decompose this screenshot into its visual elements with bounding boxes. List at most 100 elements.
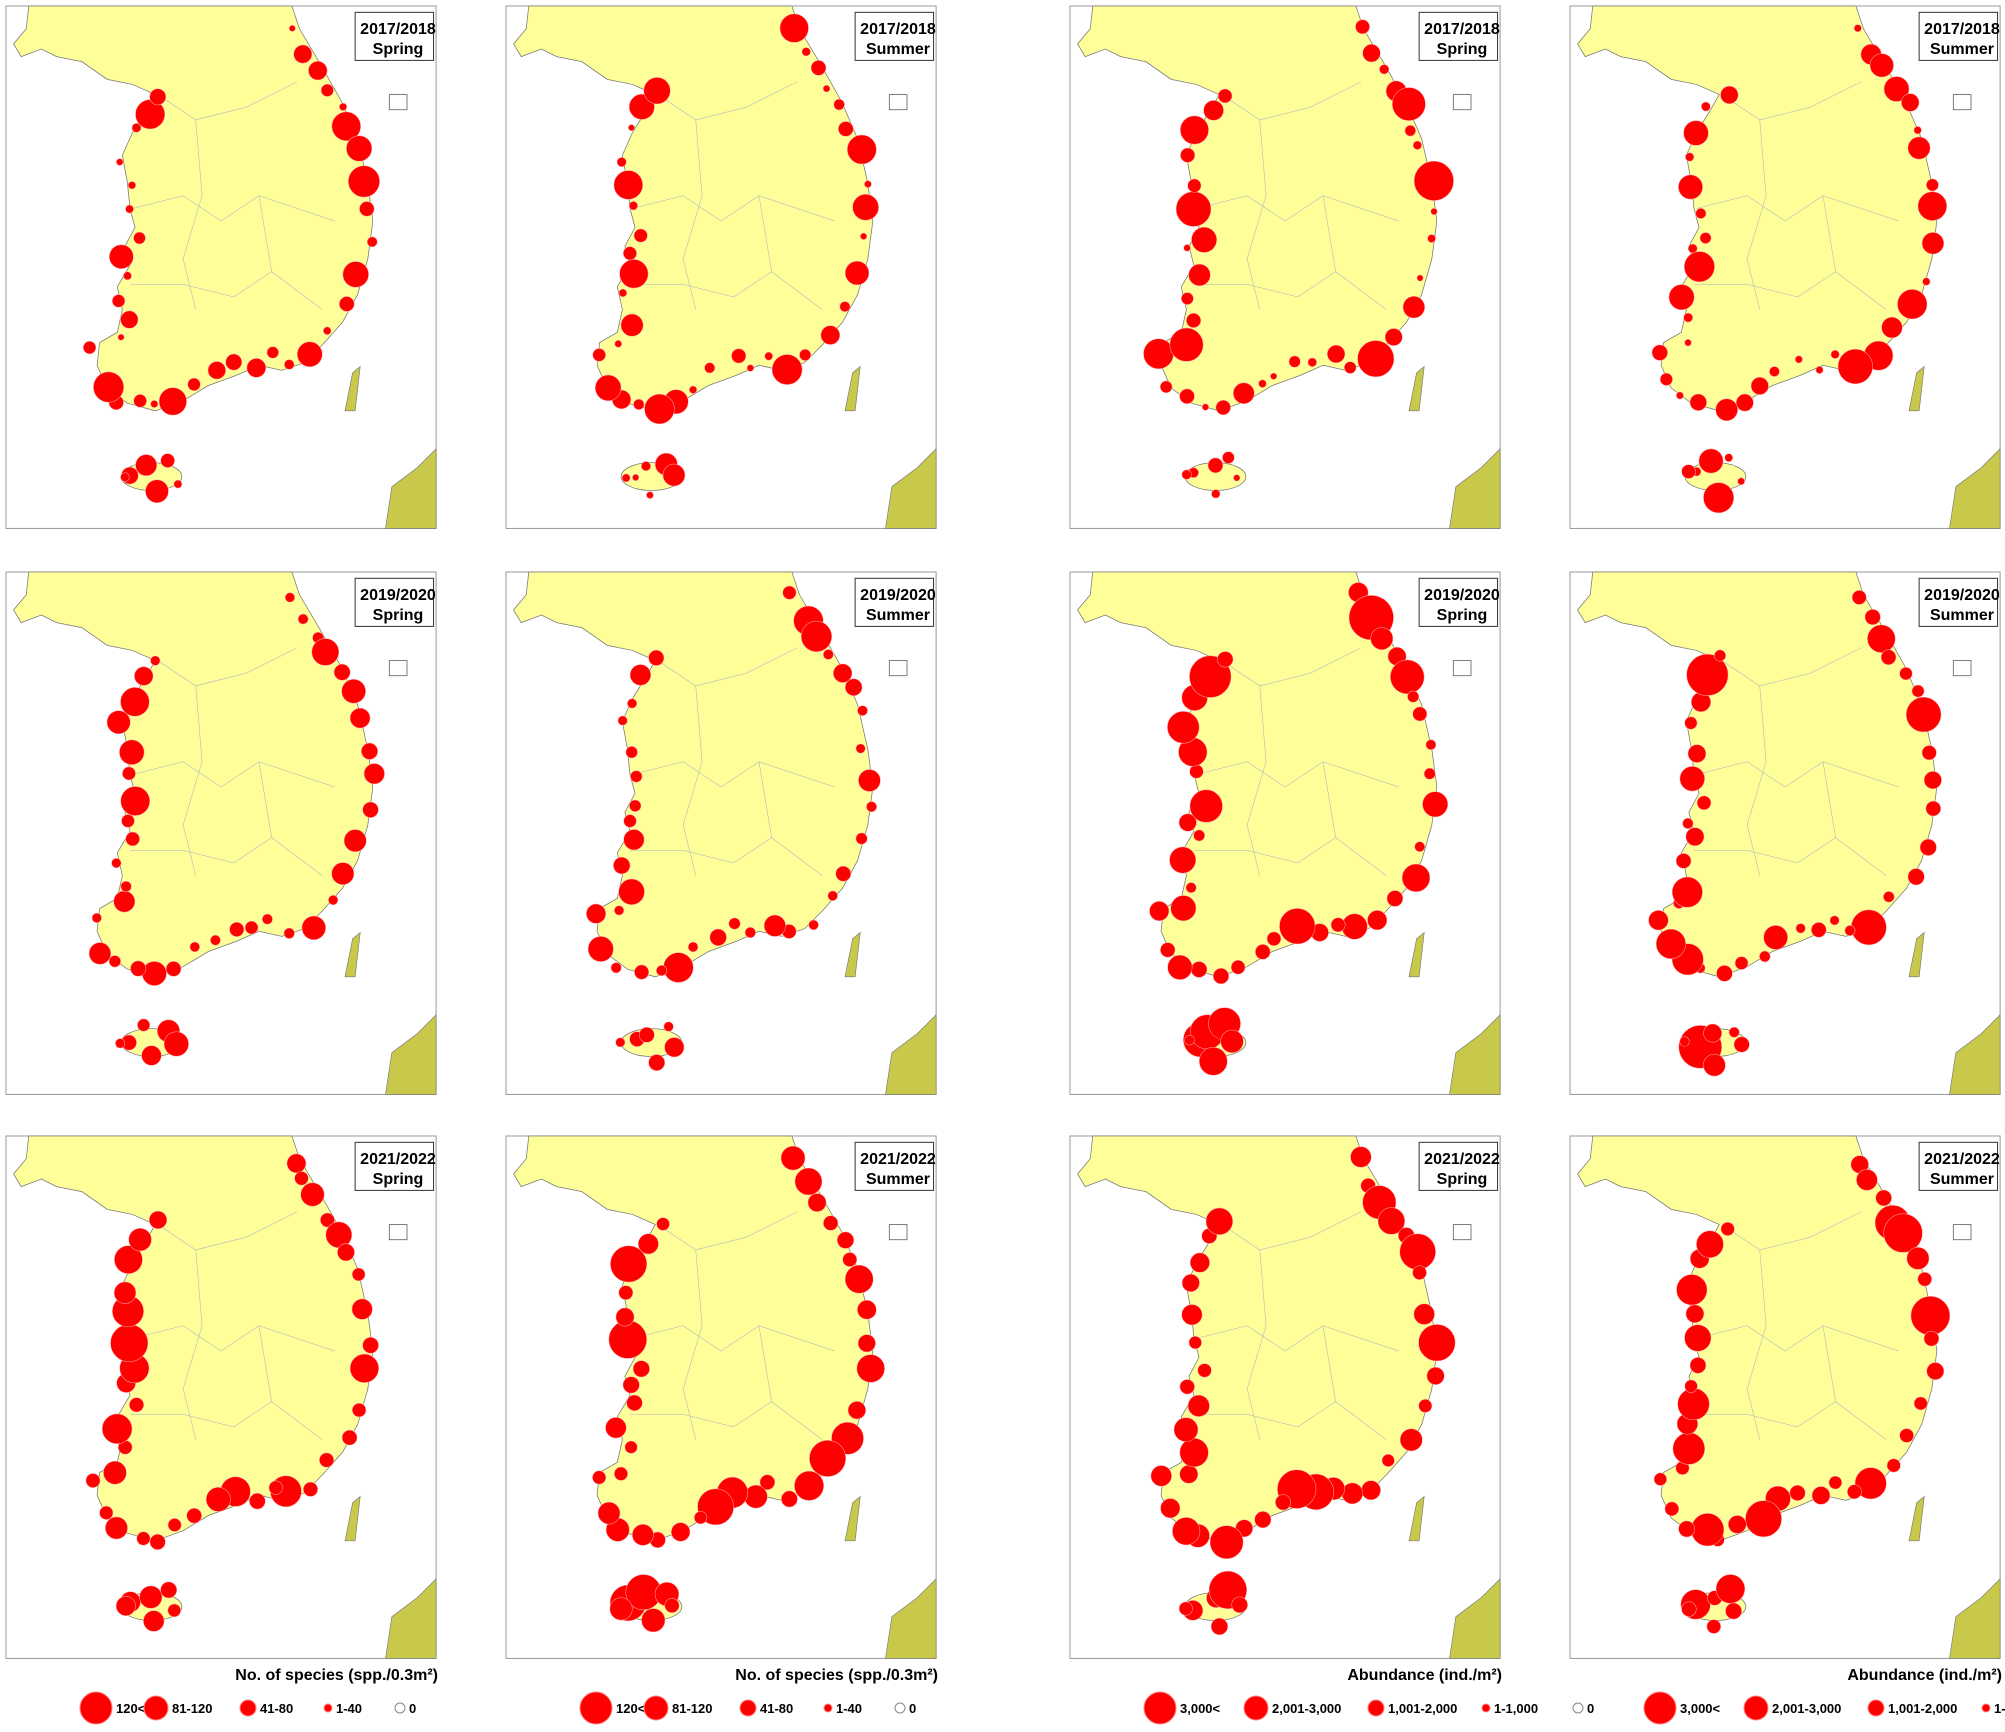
station-marker: [137, 1018, 151, 1032]
legend-symbol: [239, 1699, 257, 1717]
station-marker: [331, 862, 355, 885]
legend-label: 1,001-2,000: [1388, 1701, 1457, 1716]
station-marker: [613, 170, 644, 200]
legend-symbol: [1367, 1699, 1385, 1717]
station-marker: [349, 1353, 379, 1383]
station-marker: [1668, 284, 1695, 311]
station-marker: [109, 244, 134, 269]
station-marker: [1169, 327, 1204, 362]
station-marker: [1853, 24, 1862, 33]
station-marker: [363, 763, 385, 785]
station-marker: [1341, 1482, 1364, 1505]
panel-period: 2021/2022: [1924, 1151, 2000, 1168]
station-marker: [268, 1480, 283, 1495]
station-marker: [1724, 453, 1734, 462]
station-marker: [123, 271, 132, 281]
station-marker: [361, 742, 379, 760]
station-marker: [763, 914, 786, 937]
map: [1069, 5, 1501, 529]
station-marker: [366, 236, 378, 248]
legend-symbol: [1243, 1695, 1269, 1721]
station-marker: [1728, 1515, 1747, 1534]
station-marker: [704, 362, 716, 374]
station-marker: [842, 1252, 858, 1267]
station-marker: [1370, 627, 1394, 650]
station-marker: [352, 1402, 367, 1418]
station-marker: [1307, 357, 1317, 367]
legend-symbol: [79, 1691, 113, 1725]
station-marker: [1789, 1484, 1806, 1501]
station-marker: [351, 1298, 373, 1320]
panel-season: Summer: [866, 607, 930, 624]
station-marker: [127, 181, 137, 190]
station-marker: [1404, 125, 1416, 137]
station-marker: [133, 394, 147, 408]
station-marker: [91, 912, 102, 923]
station-marker: [120, 310, 139, 329]
station-marker: [844, 260, 870, 286]
station-marker: [1923, 771, 1942, 790]
station-marker: [1745, 1500, 1782, 1538]
station-marker: [1160, 1498, 1181, 1519]
station-marker: [644, 393, 675, 425]
legend-symbol: [579, 1691, 613, 1725]
station-marker: [1720, 1222, 1735, 1236]
label-box: [1418, 577, 1499, 627]
station-marker: [111, 857, 122, 869]
station-marker: [633, 228, 648, 243]
station-marker: [1684, 251, 1715, 283]
station-marker: [746, 364, 755, 372]
station-marker: [1651, 344, 1668, 361]
province-borders: [629, 1211, 836, 1440]
station-marker: [1715, 1574, 1746, 1604]
station-marker: [847, 1401, 866, 1420]
station-marker: [1423, 767, 1436, 780]
station-marker: [1830, 350, 1840, 359]
station-marker: [609, 1597, 633, 1621]
station-marker: [633, 398, 645, 410]
map: [1569, 571, 2001, 1095]
station-marker: [1714, 649, 1726, 662]
station-marker: [1648, 910, 1669, 931]
station-marker: [1923, 1330, 1940, 1347]
station-marker: [759, 1474, 776, 1490]
station-marker: [319, 1452, 335, 1468]
station-marker: [1217, 651, 1234, 668]
dokdo-inset: [388, 660, 408, 677]
station-marker: [1159, 380, 1173, 394]
station-marker: [624, 1440, 638, 1454]
station-marker: [115, 1595, 136, 1616]
station-marker: [1217, 88, 1233, 104]
station-marker: [800, 620, 833, 653]
station-marker: [629, 799, 642, 812]
province-borders: [129, 81, 336, 310]
station-marker: [632, 1523, 654, 1546]
station-marker: [866, 801, 877, 813]
station-marker: [615, 1037, 626, 1048]
station-marker: [331, 111, 361, 141]
station-marker: [1426, 1366, 1445, 1385]
station-marker: [839, 301, 851, 313]
station-marker: [158, 387, 187, 416]
station-marker: [116, 158, 124, 166]
station-marker: [1851, 590, 1867, 605]
legend-label: 2,001-3,000: [1772, 1701, 1841, 1716]
legend-symbol: [323, 1703, 333, 1713]
station-marker: [343, 829, 367, 853]
station-marker: [111, 294, 126, 308]
station-marker: [1698, 448, 1724, 474]
province-borders: [129, 647, 336, 876]
station-marker: [847, 134, 877, 165]
station-marker: [341, 1429, 358, 1446]
province-borders: [1693, 1211, 1900, 1440]
panel-period: 2021/2022: [860, 1151, 936, 1168]
station-marker: [160, 453, 175, 468]
station-marker: [207, 361, 226, 380]
station-marker: [1655, 928, 1686, 959]
station-marker: [205, 1486, 231, 1512]
japan-coast: [1908, 1495, 2001, 1659]
station-marker: [1179, 1464, 1199, 1484]
station-marker: [648, 1054, 666, 1071]
station-marker: [794, 1167, 823, 1196]
station-marker: [128, 1228, 152, 1252]
